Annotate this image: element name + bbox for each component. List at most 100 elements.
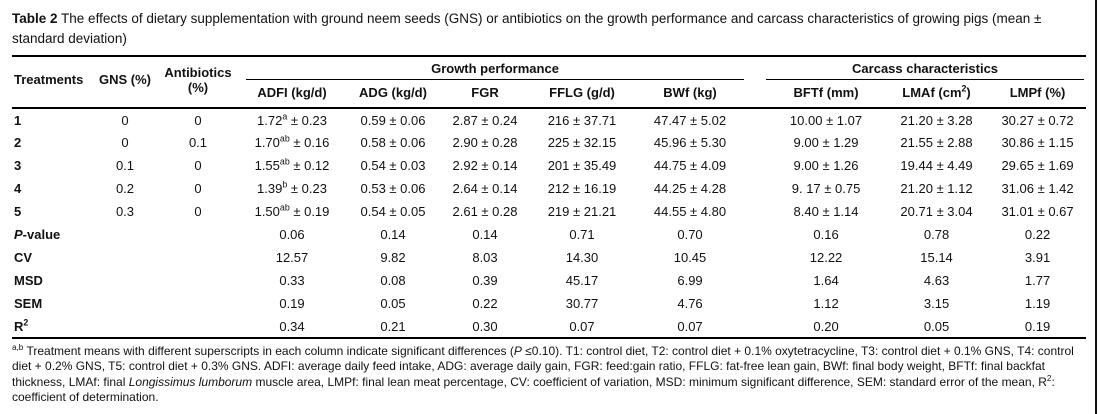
data-cell xyxy=(156,223,240,246)
data-cell: 2.92 ± 0.14 xyxy=(452,158,518,174)
data-cell: 0.19 xyxy=(279,296,305,312)
paper-table-page: Table 2 The effects of dietary supplemen… xyxy=(12,9,1087,405)
data-cell: 0 xyxy=(194,204,202,220)
row-label: CV xyxy=(14,250,33,266)
data-cell: 0.54 ± 0.03 xyxy=(360,158,426,174)
table-row: R2 0.34 0.21 0.30 0.07 0.07 0.20 0.05 0.19 xyxy=(12,315,1087,340)
data-cell: 3.91 xyxy=(1024,250,1051,266)
data-cell: 225 ± 32.15 xyxy=(547,135,617,151)
data-cell: 0.1 xyxy=(115,158,135,174)
column-header-antibiotics: Antibiotics (%) xyxy=(156,56,240,110)
data-cell: 0.33 xyxy=(279,273,305,289)
data-cell xyxy=(94,246,156,269)
data-cell: 1.39b ± 0.23 xyxy=(257,179,327,197)
data-cell: 1.70ab ± 0.16 xyxy=(254,133,330,151)
data-cell: 3.15 xyxy=(923,296,950,312)
table-footnote: a,b Treatment means with different super… xyxy=(12,344,1086,405)
data-cell: 21.20 ± 3.28 xyxy=(900,112,973,128)
data-cell: 0.06 xyxy=(279,227,305,243)
table-caption: Table 2 The effects of dietary supplemen… xyxy=(12,9,1078,48)
row-label: R2 xyxy=(12,315,94,340)
data-cell xyxy=(156,315,240,340)
data-cell: 1.64 xyxy=(813,273,839,289)
data-cell: 0.3 xyxy=(115,204,135,220)
data-cell xyxy=(94,292,156,315)
data-cell: 0.78 xyxy=(923,227,950,243)
table-row: P-value 0.06 0.14 0.14 0.71 0.70 0.16 0.78 0.22 xyxy=(12,223,1086,246)
table-row: 4 0.2 0 1.39b ± 0.23 0.53 ± 0.06 2.64 ± 0.14 2… xyxy=(12,177,1086,200)
data-cell: 2.64 ± 0.14 xyxy=(452,181,518,197)
data-cell xyxy=(94,223,156,246)
table-caption-text: The effects of dietary supplementation w… xyxy=(12,11,1042,46)
column-header: ADG (kg/d) xyxy=(344,80,442,110)
column-header-gns: GNS (%) xyxy=(94,56,156,110)
data-cell: 0.70 xyxy=(677,227,703,243)
data-cell: 2.61 ± 0.28 xyxy=(452,204,518,220)
data-cell: 212 ± 16.19 xyxy=(547,181,617,197)
data-cell: 0.05 xyxy=(884,315,990,340)
data-cell: 31.06 ± 1.42 xyxy=(1001,181,1074,197)
row-label: P-value xyxy=(14,227,61,243)
data-cell: 216 ± 37.71 xyxy=(547,112,617,128)
data-cell: 0.2 xyxy=(115,181,135,197)
data-cell: 0.14 xyxy=(472,227,498,243)
data-cell: 219 ± 21.21 xyxy=(547,204,617,220)
data-cell: 0.53 ± 0.06 xyxy=(360,181,426,197)
data-cell: 0.16 xyxy=(813,227,839,243)
data-cell: 45.96 ± 5.30 xyxy=(653,135,727,151)
data-cell: 0.22 xyxy=(472,296,498,312)
column-header-treatments: Treatments xyxy=(12,56,94,110)
data-cell xyxy=(156,292,240,315)
data-cell: 0.71 xyxy=(569,227,595,243)
data-cell: 21.55 ± 2.88 xyxy=(900,135,973,151)
data-cell: 47.47 ± 5.02 xyxy=(653,112,727,128)
data-cell: 31.01 ± 0.67 xyxy=(1001,204,1074,220)
group-header-row: Treatments GNS (%) Antibiotics (%) Growt… xyxy=(12,56,1086,110)
table-row: 2 0 0.1 1.70ab ± 0.16 0.58 ± 0.06 2.90 ± 0.28… xyxy=(12,131,1086,154)
data-cell: 21.20 ± 1.12 xyxy=(900,181,973,197)
data-cell: 1.55ab ± 0.12 xyxy=(254,156,330,174)
column-header: FFLG (g/d) xyxy=(528,80,636,110)
data-cell: 201 ± 35.49 xyxy=(547,158,617,174)
data-cell: 0.34 xyxy=(240,315,344,340)
table-row: 3 0.1 0 1.55ab ± 0.12 0.54 ± 0.03 2.92 ± 0.14… xyxy=(12,154,1086,177)
column-header: BWf (kg) xyxy=(636,80,745,110)
column-header: BFTf (mm) xyxy=(744,80,885,110)
data-cell: 0.21 xyxy=(344,315,442,340)
data-cell: 45.17 xyxy=(565,273,599,289)
data-cell: 15.14 xyxy=(920,250,953,266)
table-row: MSD 0.33 0.08 0.39 45.17 6.99 1.64 4.63 1.77 xyxy=(12,269,1086,292)
table-body: 1 0 0 1.72a ± 0.23 0.59 ± 0.06 2.87 ± 0.24 216… xyxy=(12,108,1087,340)
data-cell: 0.20 xyxy=(744,315,885,340)
data-cell: 1.50ab ± 0.19 xyxy=(254,202,330,220)
data-cell: 4.76 xyxy=(677,296,703,312)
data-cell: 4.63 xyxy=(923,273,950,289)
data-cell: 0.07 xyxy=(528,315,636,340)
group-header-carcass-label: Carcass characteristics xyxy=(766,61,1085,81)
row-label: 5 xyxy=(14,204,22,220)
data-cell: 0 xyxy=(121,135,129,151)
data-cell: 1.12 xyxy=(813,296,839,312)
data-cell: 2.90 ± 0.28 xyxy=(452,135,518,151)
footnote-text: Treatment means with different superscri… xyxy=(12,344,1074,405)
data-cell: 1.77 xyxy=(1024,273,1051,289)
table-caption-label: Table 2 xyxy=(12,11,58,26)
data-cell: 0.54 ± 0.05 xyxy=(360,204,426,220)
row-label: 2 xyxy=(14,135,22,151)
group-header-growth-performance: Growth performance xyxy=(240,56,745,81)
data-cell: 14.30 xyxy=(565,250,599,266)
data-cell: 30.27 ± 0.72 xyxy=(1001,112,1074,128)
data-cell: 0.58 ± 0.06 xyxy=(360,135,426,151)
data-cell: 0 xyxy=(194,112,202,128)
row-label: 3 xyxy=(14,158,22,174)
table-head: Treatments GNS (%) Antibiotics (%) Growt… xyxy=(12,56,1087,110)
data-cell: 10.45 xyxy=(673,250,707,266)
table-row: SEM 0.19 0.05 0.22 30.77 4.76 1.12 3.15 1.19 xyxy=(12,292,1086,315)
table-row: CV 12.57 9.82 8.03 14.30 10.45 12.22 15.14 3.91 xyxy=(12,246,1086,269)
data-cell: 10.00 ± 1.07 xyxy=(789,112,863,128)
column-header: LMAf (cm2) xyxy=(884,80,990,110)
data-cell: 9.00 ± 1.26 xyxy=(793,158,859,174)
table-row: 5 0.3 0 1.50ab ± 0.19 0.54 ± 0.05 2.61 ± 0.28… xyxy=(12,200,1086,223)
data-cell: 44.55 ± 4.80 xyxy=(653,204,727,220)
sub-header-row: ADFI (kg/d) ADG (kg/d) FGR FFLG (g/d) BWf (k… xyxy=(12,80,1087,110)
